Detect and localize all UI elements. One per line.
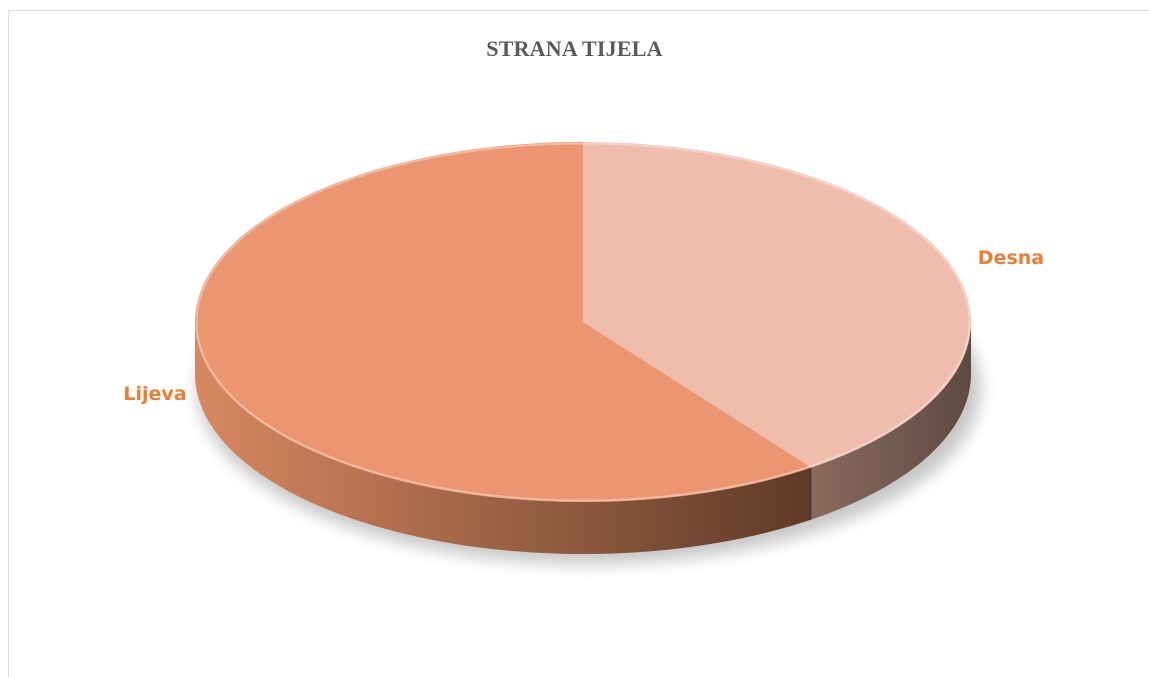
pie-side-desna <box>811 322 971 520</box>
pie-slice-lijeva <box>194 142 812 503</box>
chart-title: STRANA TIJELA <box>486 36 663 61</box>
pie-rim-highlight <box>195 142 971 502</box>
pie-side-lijeva <box>195 322 812 555</box>
pie-slice-desna <box>583 142 971 468</box>
data-label-lijeva: Lijeva <box>123 383 186 405</box>
data-label-desna: Desna <box>978 247 1044 269</box>
